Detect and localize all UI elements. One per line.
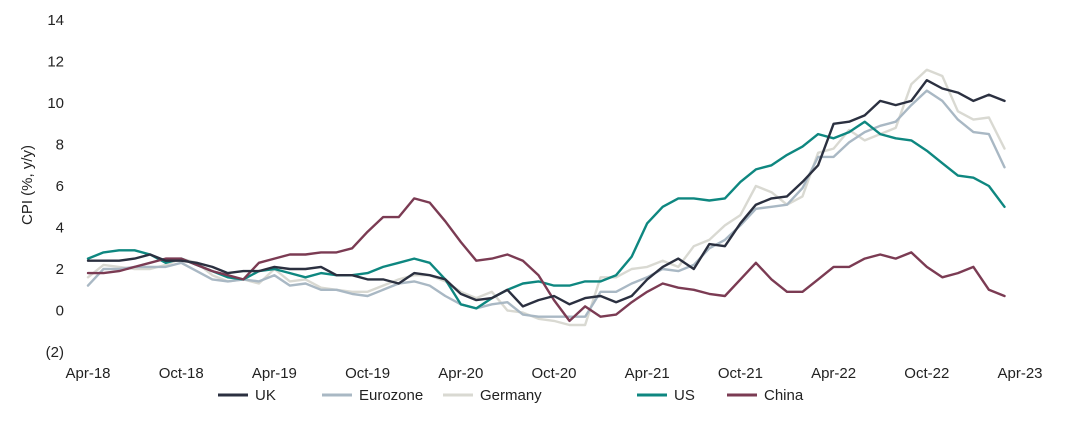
y-tick-label: 8 xyxy=(56,137,64,154)
y-tick-labels: (2) 0 2 4 6 8 10 12 14 xyxy=(46,12,64,361)
x-tick-label: Apr-23 xyxy=(997,365,1042,382)
legend-label: Eurozone xyxy=(359,387,423,404)
x-tick-label: Oct-19 xyxy=(345,365,390,382)
legend-label: Germany xyxy=(480,387,542,404)
y-tick-label: (2) xyxy=(46,344,64,361)
x-tick-label: Apr-20 xyxy=(438,365,483,382)
x-tick-label: Apr-21 xyxy=(625,365,670,382)
x-tick-label: Oct-20 xyxy=(531,365,576,382)
legend: UK Eurozone Germany US China xyxy=(218,387,804,404)
legend-item-us: US xyxy=(637,387,695,404)
legend-label: UK xyxy=(255,387,276,404)
x-tick-label: Apr-22 xyxy=(811,365,856,382)
y-tick-label: 12 xyxy=(47,54,64,71)
x-tick-labels: Apr-18 Oct-18 Apr-19 Oct-19 Apr-20 Oct-20 Apr-… xyxy=(65,365,1042,382)
y-axis-title-group: CPI (%, y/y) xyxy=(19,145,36,225)
x-tick-label: Oct-18 xyxy=(159,365,204,382)
x-tick-label: Apr-18 xyxy=(65,365,110,382)
y-tick-label: 6 xyxy=(56,178,64,195)
x-tick-label: Apr-19 xyxy=(252,365,297,382)
y-tick-label: 14 xyxy=(47,12,64,29)
legend-label: US xyxy=(674,387,695,404)
legend-item-germany: Germany xyxy=(443,387,542,404)
y-tick-label: 4 xyxy=(56,220,64,237)
legend-item-china: China xyxy=(727,387,804,404)
y-axis-title: CPI (%, y/y) xyxy=(19,145,36,225)
x-tick-label: Oct-21 xyxy=(718,365,763,382)
legend-label: China xyxy=(764,387,804,404)
series-lines xyxy=(86,68,1006,327)
x-tick-label: Oct-22 xyxy=(904,365,949,382)
series-line-uk xyxy=(86,78,1006,308)
legend-item-eurozone: Eurozone xyxy=(322,387,423,404)
y-tick-label: 0 xyxy=(56,303,64,320)
legend-item-uk: UK xyxy=(218,387,276,404)
y-tick-label: 10 xyxy=(47,95,64,112)
series-line-china xyxy=(86,197,1006,323)
y-tick-label: 2 xyxy=(56,261,64,278)
